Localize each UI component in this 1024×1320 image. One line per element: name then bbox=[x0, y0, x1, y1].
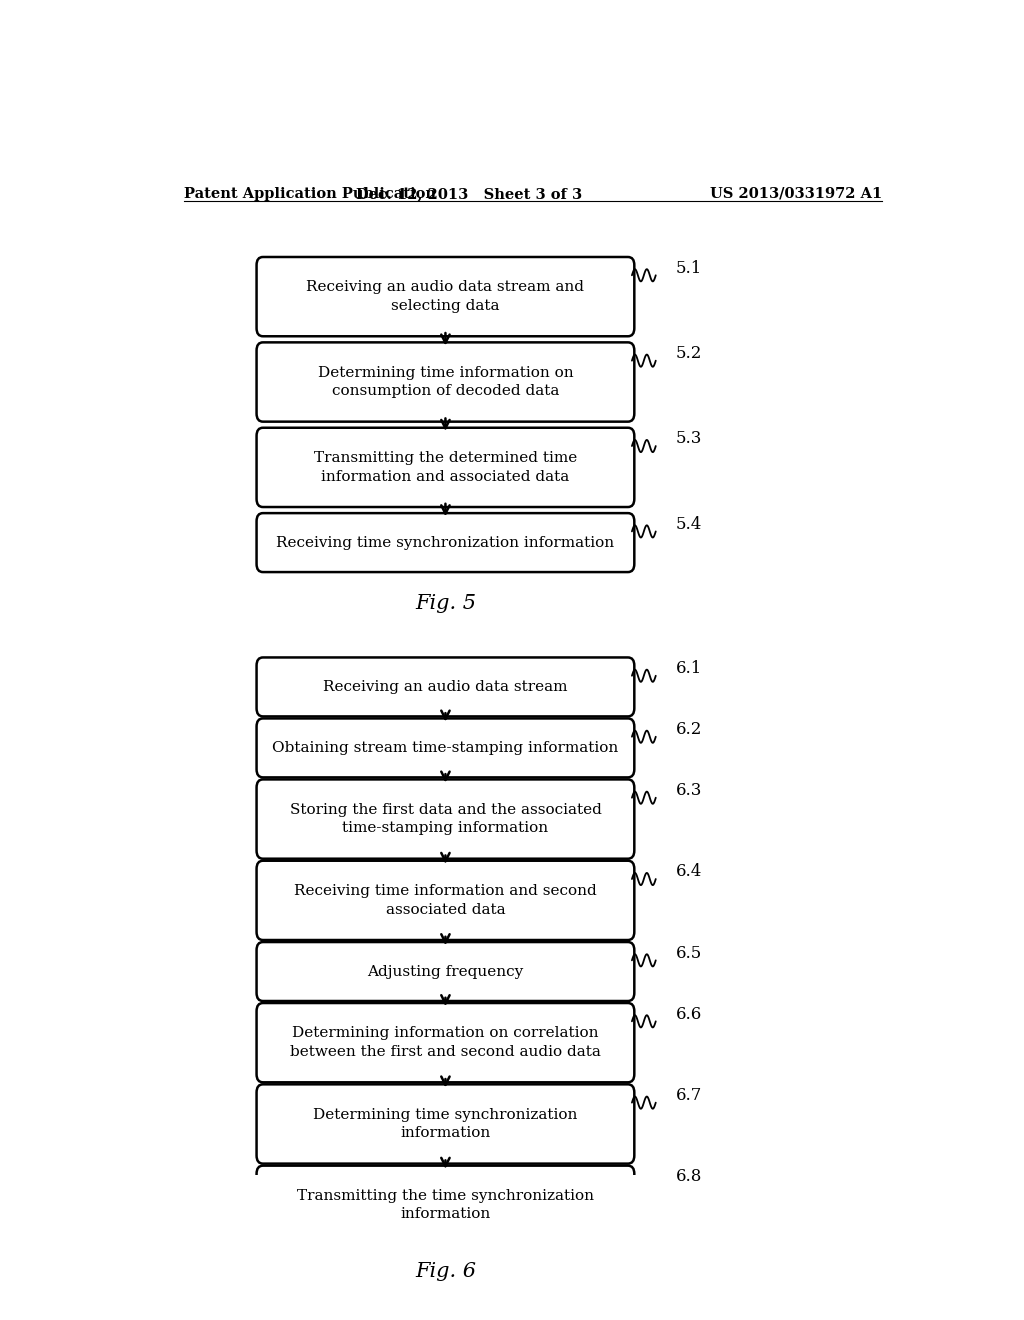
Text: Receiving an audio data stream and
selecting data: Receiving an audio data stream and selec… bbox=[306, 280, 585, 313]
Text: Transmitting the time synchronization
information: Transmitting the time synchronization in… bbox=[297, 1189, 594, 1221]
Text: 6.4: 6.4 bbox=[676, 863, 702, 880]
Text: 6.6: 6.6 bbox=[676, 1006, 701, 1023]
Text: Patent Application Publication: Patent Application Publication bbox=[183, 187, 435, 201]
Text: Fig. 6: Fig. 6 bbox=[415, 1262, 476, 1282]
FancyBboxPatch shape bbox=[257, 657, 634, 717]
Text: Determining time information on
consumption of decoded data: Determining time information on consumpt… bbox=[317, 366, 573, 399]
Text: Receiving time synchronization information: Receiving time synchronization informati… bbox=[276, 536, 614, 549]
Text: 6.1: 6.1 bbox=[676, 660, 702, 677]
FancyBboxPatch shape bbox=[257, 342, 634, 421]
Text: 6.3: 6.3 bbox=[676, 783, 702, 799]
Text: Fig. 5: Fig. 5 bbox=[415, 594, 476, 614]
Text: 5.1: 5.1 bbox=[676, 260, 702, 277]
Text: Determining information on correlation
between the first and second audio data: Determining information on correlation b… bbox=[290, 1027, 601, 1059]
Text: Dec. 12, 2013   Sheet 3 of 3: Dec. 12, 2013 Sheet 3 of 3 bbox=[356, 187, 583, 201]
Text: Determining time synchronization
information: Determining time synchronization informa… bbox=[313, 1107, 578, 1140]
FancyBboxPatch shape bbox=[257, 428, 634, 507]
Text: Receiving an audio data stream: Receiving an audio data stream bbox=[324, 680, 567, 694]
Text: Obtaining stream time-stamping information: Obtaining stream time-stamping informati… bbox=[272, 741, 618, 755]
Text: US 2013/0331972 A1: US 2013/0331972 A1 bbox=[710, 187, 882, 201]
Text: 6.7: 6.7 bbox=[676, 1088, 702, 1104]
FancyBboxPatch shape bbox=[257, 1166, 634, 1245]
Text: 6.8: 6.8 bbox=[676, 1168, 702, 1185]
Text: 5.3: 5.3 bbox=[676, 430, 702, 447]
FancyBboxPatch shape bbox=[257, 1003, 634, 1082]
FancyBboxPatch shape bbox=[257, 861, 634, 940]
FancyBboxPatch shape bbox=[257, 718, 634, 777]
FancyBboxPatch shape bbox=[257, 942, 634, 1001]
FancyBboxPatch shape bbox=[257, 513, 634, 572]
Text: Receiving time information and second
associated data: Receiving time information and second as… bbox=[294, 884, 597, 916]
Text: 5.4: 5.4 bbox=[676, 516, 702, 533]
FancyBboxPatch shape bbox=[257, 1084, 634, 1164]
FancyBboxPatch shape bbox=[257, 257, 634, 337]
Text: 5.2: 5.2 bbox=[676, 345, 702, 362]
Text: 6.5: 6.5 bbox=[676, 945, 701, 962]
Text: 6.2: 6.2 bbox=[676, 721, 702, 738]
FancyBboxPatch shape bbox=[257, 779, 634, 859]
Text: Transmitting the determined time
information and associated data: Transmitting the determined time informa… bbox=[313, 451, 578, 483]
Text: Storing the first data and the associated
time-stamping information: Storing the first data and the associate… bbox=[290, 803, 601, 836]
Text: Adjusting frequency: Adjusting frequency bbox=[368, 965, 523, 978]
